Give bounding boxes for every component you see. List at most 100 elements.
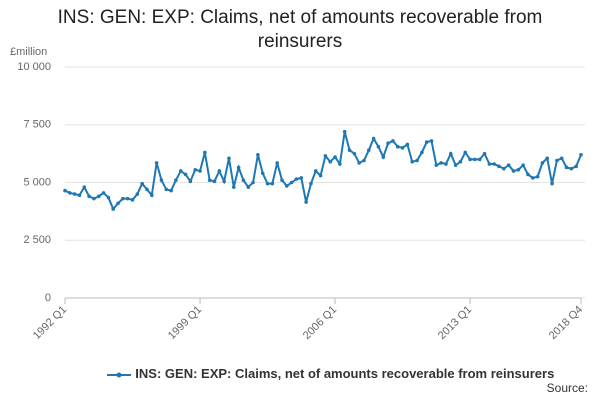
point bbox=[96, 194, 101, 199]
point bbox=[468, 157, 472, 162]
point bbox=[530, 176, 535, 180]
point bbox=[338, 162, 342, 166]
point bbox=[559, 156, 564, 161]
point bbox=[275, 161, 279, 165]
point bbox=[400, 146, 405, 150]
point bbox=[299, 176, 304, 180]
point bbox=[203, 150, 207, 155]
point bbox=[511, 169, 516, 173]
point bbox=[212, 179, 217, 184]
point bbox=[555, 158, 559, 163]
point bbox=[569, 166, 574, 171]
point bbox=[304, 200, 308, 204]
point bbox=[217, 169, 222, 173]
point bbox=[130, 198, 135, 202]
point bbox=[154, 161, 159, 165]
point bbox=[135, 192, 140, 196]
legend: INS: GEN: EXP: Claims, net of amounts re… bbox=[60, 366, 600, 381]
point bbox=[448, 151, 453, 156]
point bbox=[241, 178, 246, 182]
point bbox=[458, 159, 463, 164]
point bbox=[198, 169, 202, 173]
point bbox=[487, 162, 492, 166]
point bbox=[342, 129, 347, 134]
point bbox=[178, 169, 183, 173]
point bbox=[381, 155, 386, 159]
point bbox=[579, 152, 583, 157]
point bbox=[222, 179, 226, 184]
point bbox=[516, 167, 521, 172]
point bbox=[564, 165, 569, 170]
point bbox=[444, 162, 448, 166]
point bbox=[574, 164, 578, 169]
x-tick-label: 2006 Q1 bbox=[301, 304, 339, 342]
chart-title: INS: GEN: EXP: Claims, net of amounts re… bbox=[57, 7, 543, 52]
point bbox=[140, 181, 144, 186]
point bbox=[309, 181, 313, 186]
point bbox=[285, 184, 289, 188]
point bbox=[333, 155, 337, 159]
point bbox=[415, 158, 419, 163]
point bbox=[150, 193, 154, 198]
point bbox=[429, 139, 434, 143]
point bbox=[145, 187, 149, 192]
x-tick-label: 1992 Q1 bbox=[31, 304, 69, 342]
point bbox=[362, 158, 366, 163]
point bbox=[328, 159, 333, 164]
y-tick-label: 2 500 bbox=[23, 234, 51, 246]
point bbox=[246, 185, 251, 189]
point bbox=[227, 156, 231, 161]
point bbox=[289, 180, 294, 185]
point bbox=[260, 171, 265, 176]
y-tick-label: 0 bbox=[45, 292, 51, 304]
point bbox=[236, 165, 241, 170]
x-tick-label: 1999 Q1 bbox=[166, 304, 204, 342]
point bbox=[395, 144, 400, 149]
point bbox=[183, 172, 188, 177]
point bbox=[169, 188, 173, 193]
point bbox=[521, 163, 525, 167]
point bbox=[410, 159, 415, 164]
legend-swatch bbox=[106, 372, 131, 378]
point bbox=[92, 196, 96, 201]
point bbox=[188, 179, 193, 184]
point bbox=[323, 154, 328, 158]
point bbox=[207, 178, 212, 182]
point bbox=[265, 181, 270, 186]
point bbox=[270, 181, 275, 186]
legend-label: INS: GEN: EXP: Claims, net of amounts re… bbox=[135, 366, 555, 381]
y-axis-label: £million bbox=[10, 46, 47, 58]
point bbox=[482, 151, 487, 156]
point bbox=[77, 193, 82, 198]
point bbox=[473, 157, 477, 162]
point bbox=[477, 157, 482, 162]
point bbox=[280, 178, 284, 182]
point bbox=[497, 164, 501, 169]
x-tick-label: 2013 Q1 bbox=[436, 304, 474, 342]
point bbox=[506, 163, 511, 167]
point bbox=[174, 178, 178, 182]
point bbox=[540, 161, 545, 165]
point bbox=[318, 173, 323, 178]
y-tick-label: 7 500 bbox=[23, 119, 51, 131]
point bbox=[535, 174, 540, 179]
point bbox=[545, 156, 550, 161]
point bbox=[82, 185, 87, 189]
point bbox=[439, 161, 443, 165]
point bbox=[294, 177, 299, 181]
point bbox=[164, 187, 169, 192]
point bbox=[492, 162, 496, 166]
point bbox=[106, 195, 111, 200]
point bbox=[159, 178, 164, 182]
y-tick-label: 5 000 bbox=[23, 176, 51, 188]
point bbox=[111, 207, 116, 211]
point bbox=[352, 151, 357, 156]
point bbox=[420, 150, 424, 155]
point bbox=[376, 144, 381, 149]
point bbox=[371, 136, 376, 141]
point bbox=[87, 194, 91, 199]
point bbox=[193, 167, 198, 172]
point bbox=[526, 172, 530, 177]
